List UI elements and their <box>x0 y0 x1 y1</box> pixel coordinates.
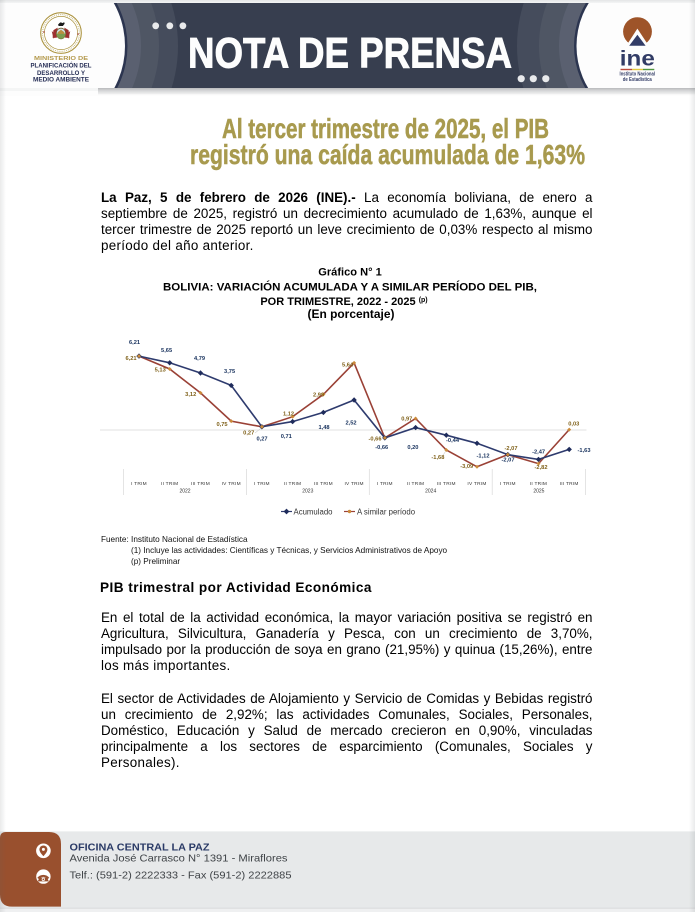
svg-text:II TRIM: II TRIM <box>284 481 301 487</box>
svg-text:OFICINA CENTRAL LA PAZ: OFICINA CENTRAL LA PAZ <box>70 842 211 854</box>
svg-text:de Estadística: de Estadística <box>623 77 653 83</box>
svg-text:2,99: 2,99 <box>313 392 324 398</box>
svg-text:-2,47: -2,47 <box>532 450 545 456</box>
svg-text:6,21: 6,21 <box>129 340 140 346</box>
svg-text:MINISTERIO DE: MINISTERIO DE <box>34 56 88 62</box>
svg-text:Avenida José Carrasco N° 1391: Avenida José Carrasco N° 1391 - Miraflor… <box>70 853 288 865</box>
svg-text:-2,82: -2,82 <box>535 465 548 471</box>
svg-text:2025: 2025 <box>533 489 544 495</box>
svg-text:-1,12: -1,12 <box>477 454 490 460</box>
svg-text:6,21: 6,21 <box>125 356 136 362</box>
svg-text:I TRIM: I TRIM <box>377 481 393 487</box>
svg-text:A similar período: A similar período <box>357 507 416 516</box>
svg-text:-3,09: -3,09 <box>460 464 473 470</box>
svg-text:I TRIM: I TRIM <box>131 481 147 487</box>
svg-text:III TRIM: III TRIM <box>314 481 333 487</box>
svg-text:0,27: 0,27 <box>243 431 254 437</box>
svg-text:registró una caída acumulada d: registró una caída acumulada de 1,63% <box>190 139 585 170</box>
svg-text:2024: 2024 <box>425 489 436 495</box>
svg-text:DESARROLLO Y: DESARROLLO Y <box>37 70 86 77</box>
svg-text:-0,44: -0,44 <box>446 438 460 444</box>
svg-text:IV TRIM: IV TRIM <box>344 481 363 487</box>
svg-text:Gráfico N° 1: Gráfico N° 1 <box>318 267 382 279</box>
svg-text:2022: 2022 <box>179 489 190 495</box>
svg-text:II TRIM: II TRIM <box>161 481 178 487</box>
svg-text:0,27: 0,27 <box>256 436 267 442</box>
svg-text:III TRIM: III TRIM <box>560 481 579 487</box>
svg-text:PLANIFICACIÓN DEL: PLANIFICACIÓN DEL <box>31 60 92 69</box>
svg-text:-1,63: -1,63 <box>578 448 591 454</box>
svg-text:-2,07: -2,07 <box>502 458 515 464</box>
svg-text:5,64: 5,64 <box>342 362 354 368</box>
svg-text:I TRIM: I TRIM <box>254 481 270 487</box>
svg-text:1,48: 1,48 <box>318 425 329 431</box>
svg-text:3,12: 3,12 <box>185 392 196 398</box>
svg-text:0,71: 0,71 <box>281 434 292 440</box>
svg-text:I TRIM: I TRIM <box>500 481 516 487</box>
svg-text:-2,07: -2,07 <box>505 446 518 452</box>
svg-text:IV TRIM: IV TRIM <box>222 481 241 487</box>
svg-text:2023: 2023 <box>302 489 313 495</box>
svg-text:1,12: 1,12 <box>283 412 294 418</box>
svg-text:-0,66: -0,66 <box>375 445 388 451</box>
svg-text:Instituto Nacional: Instituto Nacional <box>620 72 656 78</box>
svg-text:IV TRIM: IV TRIM <box>467 481 486 487</box>
svg-text:2,52: 2,52 <box>345 421 356 427</box>
svg-text:BOLIVIA: VARIACIÓN ACUMULADA Y: BOLIVIA: VARIACIÓN ACUMULADA Y A SIMILAR… <box>163 280 537 293</box>
svg-text:Acumulado: Acumulado <box>294 507 334 516</box>
svg-text:5,65: 5,65 <box>161 348 172 354</box>
svg-text:II TRIM: II TRIM <box>530 481 547 487</box>
svg-text:POR TRIMESTRE, 2022 - 2025 (p): POR TRIMESTRE, 2022 - 2025 (p) <box>260 296 427 308</box>
svg-text:Al tercer trimestre de 2025, e: Al tercer trimestre de 2025, el PIB <box>222 113 549 144</box>
svg-text:0,03: 0,03 <box>568 421 579 427</box>
svg-text:0,75: 0,75 <box>216 422 227 428</box>
svg-text:ine: ine <box>620 47 655 70</box>
svg-text:MEDIO AMBIENTE: MEDIO AMBIENTE <box>33 76 90 83</box>
svg-text:4,79: 4,79 <box>194 356 205 362</box>
svg-text:5,13: 5,13 <box>155 367 166 373</box>
svg-text:III TRIM: III TRIM <box>191 481 210 487</box>
svg-text:3,75: 3,75 <box>224 369 235 375</box>
svg-text:NOTA DE PRENSA: NOTA DE PRENSA <box>188 30 512 78</box>
svg-text:Telf.: (591-2) 2222333 - Fax (: Telf.: (591-2) 2222333 - Fax (591-2) 222… <box>70 870 292 882</box>
svg-text:III TRIM: III TRIM <box>437 481 456 487</box>
svg-text:-0,66: -0,66 <box>369 436 382 442</box>
svg-text:(En porcentaje): (En porcentaje) <box>308 307 395 321</box>
svg-text:0,20: 0,20 <box>407 445 418 451</box>
svg-text:-1,68: -1,68 <box>431 455 444 461</box>
svg-text:0,97: 0,97 <box>401 416 412 422</box>
svg-text:II TRIM: II TRIM <box>407 481 424 487</box>
